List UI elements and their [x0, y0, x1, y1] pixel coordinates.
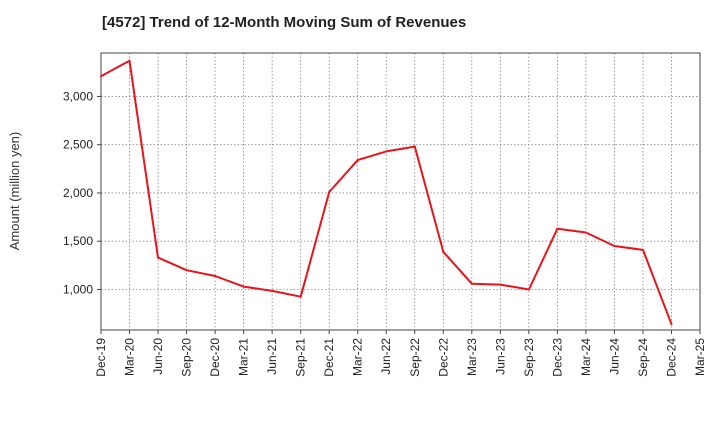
x-axis: Dec-19 Mar-20 Jun-20 Sep-20 Dec-20 Mar-21 Jun-…: [94, 330, 707, 377]
data-point: [299, 295, 302, 298]
x-tick-label: Mar-21: [237, 338, 251, 376]
data-point: [499, 283, 502, 286]
data-point: [613, 245, 616, 248]
data-point: [271, 289, 274, 292]
data-point: [128, 59, 131, 62]
x-tick-label: Mar-20: [123, 338, 137, 376]
data-point: [214, 274, 217, 277]
x-tick-label: Jun-22: [379, 338, 393, 375]
x-tick-label: Mar-25: [693, 338, 707, 376]
x-tick-label: Sep-20: [180, 338, 194, 377]
series-group: [100, 59, 673, 326]
chart-title: [4572] Trend of 12-Month Moving Sum of R…: [102, 14, 467, 31]
x-tick-label: Dec-20: [208, 338, 222, 377]
plot-area: [100, 52, 701, 331]
grid-lines: [101, 53, 700, 330]
data-point: [385, 150, 388, 153]
x-tick-label: Mar-23: [465, 338, 479, 376]
data-point: [328, 190, 331, 193]
data-point: [670, 323, 673, 326]
x-tick-label: Sep-22: [408, 338, 422, 377]
x-tick-label: Dec-24: [664, 338, 678, 377]
data-point: [100, 75, 102, 78]
x-tick-label: Mar-24: [579, 338, 593, 376]
data-point: [556, 227, 559, 230]
y-tick-label: 2,000: [63, 186, 93, 200]
x-tick-label: Jun-24: [607, 338, 621, 375]
data-point: [527, 288, 530, 291]
data-point: [641, 248, 644, 251]
data-point: [157, 256, 160, 259]
data-point: [242, 285, 245, 288]
x-tick-label: Dec-23: [550, 338, 564, 377]
x-tick-label: Jun-21: [265, 338, 279, 375]
y-axis: 1,000 1,500 2,000 2,500 3,000: [63, 89, 101, 296]
y-tick-label: 3,000: [63, 89, 93, 103]
data-point: [356, 159, 359, 162]
x-tick-label: Sep-23: [522, 338, 536, 377]
x-tick-label: Jun-20: [151, 338, 165, 375]
data-point: [584, 231, 587, 234]
x-tick-label: Dec-19: [94, 338, 108, 377]
y-tick-label: 2,500: [63, 138, 93, 152]
y-tick-label: 1,500: [63, 234, 93, 248]
x-tick-label: Dec-22: [436, 338, 450, 377]
x-tick-label: Jun-23: [493, 338, 507, 375]
data-point: [413, 145, 416, 148]
x-tick-label: Dec-21: [322, 338, 336, 377]
x-tick-label: Sep-21: [294, 338, 308, 377]
data-point: [470, 282, 473, 285]
y-axis-title: Amount (million yen): [7, 132, 22, 251]
x-tick-label: Sep-24: [636, 338, 650, 377]
data-point: [442, 250, 445, 253]
y-tick-label: 1,000: [63, 282, 93, 296]
data-point: [185, 269, 188, 272]
x-tick-label: Mar-22: [351, 338, 365, 376]
